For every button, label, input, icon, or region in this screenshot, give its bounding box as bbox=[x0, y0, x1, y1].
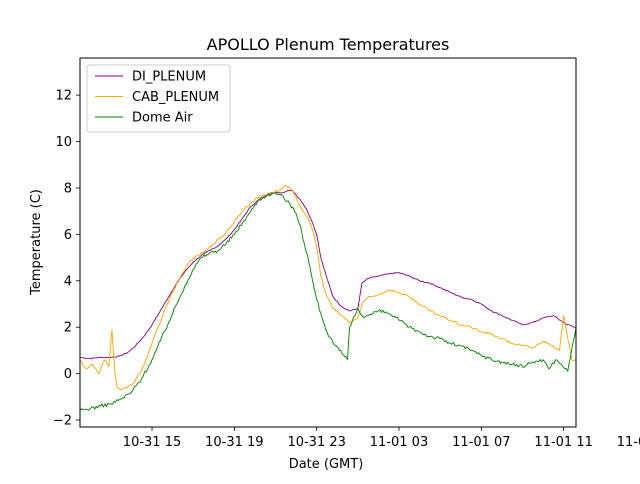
legend-label: Dome Air bbox=[132, 111, 193, 126]
y-tick-label: 8 bbox=[64, 181, 72, 196]
plot-area bbox=[80, 185, 576, 412]
x-tick-label: 11-01 07 bbox=[452, 435, 510, 450]
legend-label: DI_PLENUM bbox=[132, 70, 206, 85]
y-tick-label: 4 bbox=[64, 274, 72, 289]
legend-label: CAB_PLENUM bbox=[132, 90, 219, 105]
y-tick-label: 0 bbox=[64, 367, 72, 382]
series-line-di-plenum bbox=[80, 189, 576, 360]
y-axis-ticks: −2 0 2 4 6 8 10 12 bbox=[53, 89, 80, 429]
series-line-dome-air bbox=[80, 192, 576, 412]
y-tick-label: −2 bbox=[53, 414, 72, 429]
y-tick-label: 10 bbox=[55, 135, 72, 150]
axes-frame bbox=[79, 57, 577, 428]
y-tick-label: 12 bbox=[55, 89, 72, 104]
chart-title: APOLLO Plenum Temperatures bbox=[207, 35, 450, 54]
x-tick-label: 11-01 03 bbox=[370, 435, 428, 450]
legend: DI_PLENUM CAB_PLENUM Dome Air bbox=[86, 64, 231, 133]
x-tick-label: 11-01 15 bbox=[617, 435, 640, 450]
x-axis-ticks: 10-31 15 10-31 19 10-31 23 11-01 03 11-01 07… bbox=[123, 427, 640, 450]
y-tick-label: 6 bbox=[64, 228, 72, 243]
x-tick-label: 10-31 15 bbox=[123, 435, 181, 450]
x-tick-label: 10-31 19 bbox=[205, 435, 263, 450]
legend-box bbox=[86, 64, 231, 133]
x-axis-label: Date (GMT) bbox=[289, 457, 364, 472]
x-tick-label: 11-01 11 bbox=[534, 435, 592, 450]
y-tick-label: 2 bbox=[64, 321, 72, 336]
y-axis-label: Temperature (C) bbox=[29, 189, 44, 296]
x-tick-label: 10-31 23 bbox=[287, 435, 345, 450]
series-line-cab-plenum bbox=[80, 185, 576, 391]
